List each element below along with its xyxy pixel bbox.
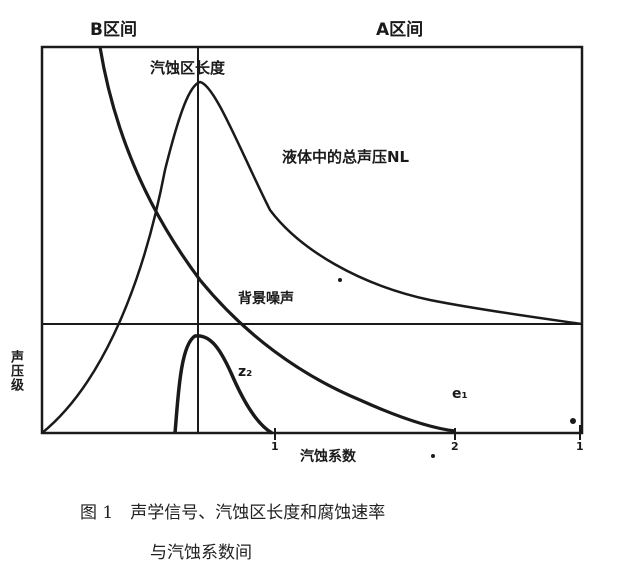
figure-caption-line2: 与汽蚀系数间 [150,543,252,563]
y-axis-label: 声压级 [8,350,23,392]
speck-3 [570,418,576,424]
erosion-rate-curve [98,46,456,433]
region-b-label: B区间 [90,20,137,40]
region-a-label: A区间 [376,20,424,40]
plot-frame [40,45,584,435]
curve-label-e1: e₁ [452,386,468,402]
background-noise-label: 背景噪声 [238,291,294,307]
tick-label-2: 2 [451,440,459,453]
curve-label-z2: z₂ [238,364,253,380]
tick-label-3: 1 [576,440,584,453]
figure-caption-line1: 图 1 声学信号、汽蚀区长度和腐蚀速率 [80,503,386,523]
speck-1 [338,278,342,282]
speck-2 [431,454,435,458]
tick-label-1: 1 [271,440,279,453]
total-pressure-label: 液体中的总声压NL [282,148,410,166]
x-axis-label: 汽蚀系数 [300,449,356,465]
cavitation-length-curve [173,334,273,435]
cavitation-zone-label: 汽蚀区长度 [150,59,226,77]
total-pressure-curve [41,80,583,434]
